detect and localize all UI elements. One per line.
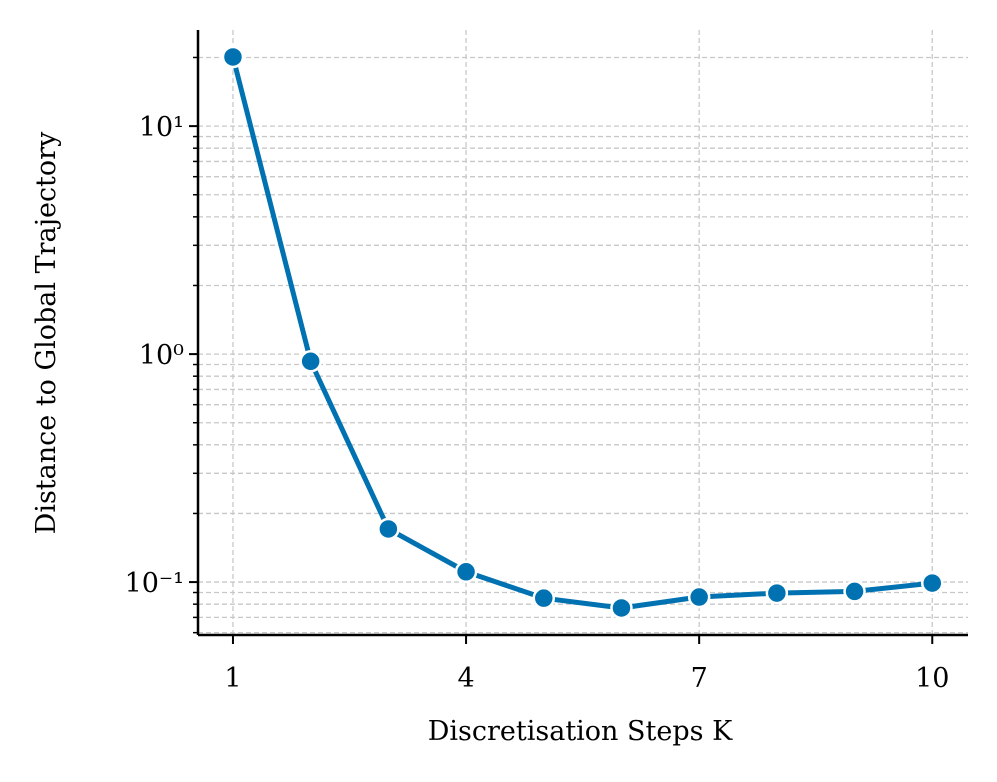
line [230, 56, 933, 611]
marker [765, 581, 789, 605]
y-tick-label: 10¹ [139, 112, 184, 143]
y-tick-label: 10⁰ [139, 340, 184, 371]
marker [921, 571, 944, 595]
marker [454, 560, 478, 584]
marker [610, 596, 633, 620]
y-tick-label: 10⁻¹ [125, 568, 184, 599]
x-axis-label: Discretisation Steps K [428, 716, 733, 747]
x-tick-label: 7 [691, 663, 708, 694]
marker [299, 350, 322, 373]
marker [221, 45, 245, 69]
x-tick-label: 4 [457, 663, 474, 694]
x-tick-label: 1 [224, 663, 241, 694]
marker [843, 580, 866, 603]
marker [687, 585, 711, 609]
x-tick-label: 10 [915, 663, 949, 694]
marker [532, 586, 556, 610]
y-axis-label: Distance to Global Trajectory [31, 131, 62, 534]
marker [377, 517, 400, 541]
